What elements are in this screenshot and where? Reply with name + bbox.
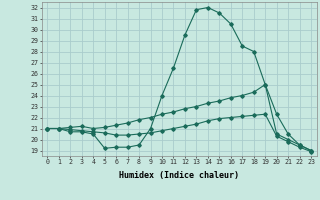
X-axis label: Humidex (Indice chaleur): Humidex (Indice chaleur)	[119, 171, 239, 180]
